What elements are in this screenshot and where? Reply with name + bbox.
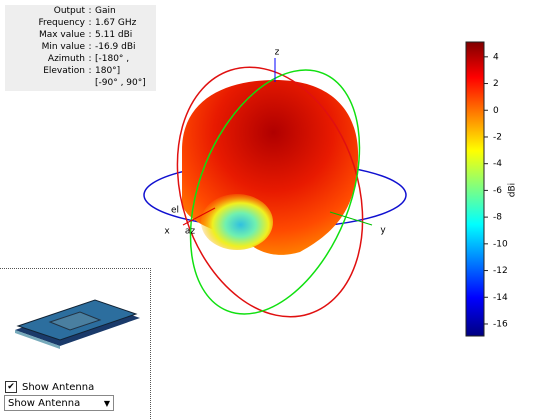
colorbar-tick-label: -6 (493, 186, 502, 196)
info-row: Frequency:1.67 GHz (5, 17, 156, 29)
info-sep: : (88, 30, 92, 40)
colorbar (465, 41, 485, 337)
info-label: Elevation (43, 66, 85, 76)
info-label: Max value (38, 30, 85, 40)
info-row: [-90° , 90°] (5, 77, 156, 89)
info-row: Output: Gain (5, 5, 156, 17)
info-value: Gain (95, 6, 116, 16)
colorbar-tick-label: -16 (493, 319, 508, 329)
info-label: Output (53, 6, 85, 16)
pattern-3d (143, 58, 407, 318)
checkbox-label: Show Antenna (22, 381, 95, 393)
colorbar-tick-label: -4 (493, 159, 502, 169)
colorbar-tick-label: -10 (493, 239, 508, 249)
info-value: 1.67 GHz (95, 18, 137, 28)
antenna-preview (15, 299, 140, 349)
info-sep: : (88, 6, 92, 16)
antenna-panel (0, 268, 151, 420)
colorbar-label: dBi (508, 183, 518, 197)
info-value: 180°] (95, 66, 121, 76)
info-value: [-180° , (95, 54, 130, 64)
info-row: Elevation:180°] (5, 65, 156, 77)
dropdown[interactable]: Show Antenna ▼ (4, 395, 114, 411)
axis-label: y (380, 226, 386, 236)
info-value: 5.11 dBi (95, 30, 133, 40)
colorbar-tick-label: -2 (493, 132, 502, 142)
axis-label: z (275, 48, 280, 58)
info-label: Azimuth (47, 54, 85, 64)
checkbox[interactable]: ✔ Show Antenna (5, 381, 94, 393)
info-value: [-90° , 90°] (95, 78, 146, 88)
info-value: -16.9 dBi (95, 42, 136, 52)
colorbar-tick-label: 4 (493, 52, 499, 62)
colorbar-tick-label: -12 (493, 266, 508, 276)
info-sep: : (88, 66, 92, 76)
info-row: Min value: -16.9 dBi (5, 41, 156, 53)
colorbar-tick-label: -14 (493, 293, 508, 303)
axis-label: az (185, 227, 196, 237)
info-sep: : (88, 42, 92, 52)
dropdown-value: Show Antenna (8, 398, 81, 409)
info-sep: : (88, 54, 92, 64)
colorbar-tick-label: -8 (493, 213, 502, 223)
info-label: Min value (41, 42, 85, 52)
info-panel: Output: Gain Frequency:1.67 GHz Max value:5… (5, 5, 156, 91)
info-row: Azimuth: [-180° , (5, 53, 156, 65)
axis-label: x (164, 227, 170, 237)
info-sep: : (88, 18, 92, 28)
info-label: Frequency (38, 18, 86, 28)
axis-label: el (171, 206, 179, 216)
info-row: Max value:5.11 dBi (5, 29, 156, 41)
colorbar-tick-label: 2 (493, 79, 499, 89)
colorbar-tick-label: 0 (493, 106, 499, 116)
